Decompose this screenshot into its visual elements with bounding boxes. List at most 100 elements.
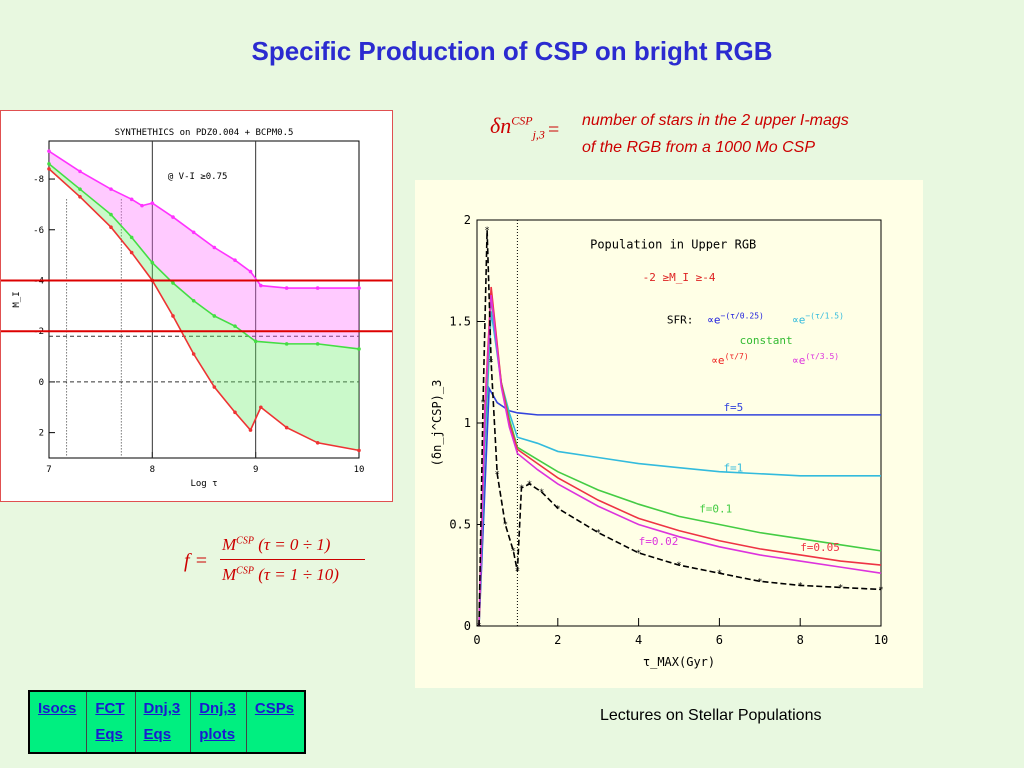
nav-cell-isocs: Isocs	[28, 690, 88, 754]
series-point	[212, 314, 217, 318]
legend-entry: constant	[740, 334, 793, 347]
y-axis-label: M_I	[12, 291, 22, 307]
series-point	[233, 410, 237, 415]
definition-text: number of stars in the 2 upper I-mags of…	[582, 107, 849, 161]
series-point	[284, 286, 289, 290]
series-point	[212, 245, 217, 250]
series-line	[478, 230, 882, 627]
definition: δnCSPj,3 = number of stars in the 2 uppe…	[480, 105, 920, 165]
series-point	[129, 235, 134, 240]
x-tick-label: 10	[354, 465, 365, 475]
synthetic-chart: SYNTHETHICS on PDZ0.004 + BCPM0.5 @ V-I ≥…	[1, 128, 392, 489]
series-point	[357, 286, 361, 290]
series-marker: *	[595, 529, 600, 539]
series-point	[248, 269, 253, 274]
series-point	[259, 405, 263, 410]
definition-symbol: δnCSPj,3	[490, 113, 545, 142]
series-marker: *	[676, 561, 681, 571]
series-point	[191, 298, 196, 303]
series-line	[478, 286, 882, 627]
series-marker: *	[636, 549, 641, 559]
y-tick-label: 0	[464, 619, 471, 633]
y-tick-label: 1.5	[449, 315, 471, 329]
definition-equals: =	[548, 119, 560, 141]
series-marker: *	[717, 569, 722, 579]
series-point	[248, 428, 253, 432]
series-point	[171, 314, 175, 318]
chart-title: Population in Upper RGB	[590, 237, 756, 251]
footer-text: Lectures on Stellar Populations	[600, 707, 822, 724]
series-point	[47, 162, 51, 166]
y-axis-label: (δn_j^CSP)_3	[430, 380, 444, 467]
series-point	[315, 440, 320, 445]
chart-title: SYNTHETHICS on PDZ0.004 + BCPM0.5	[115, 128, 294, 138]
nav-cell-fct-eqs: FCT Eqs	[86, 690, 136, 754]
series-point	[47, 149, 51, 153]
legend-entry: ∝e(τ/3.5)	[792, 352, 839, 367]
nav-link-csps[interactable]: CSPs	[254, 700, 295, 717]
y-tick-label: -8	[33, 175, 44, 185]
nav-row: Isocs FCT Eqs Dnj,3 Eqs Dnj,3 plots CSPs	[28, 690, 306, 754]
y-tick-label: 2	[39, 429, 44, 439]
y-tick-label: 0.5	[449, 518, 471, 532]
series-point	[78, 194, 82, 199]
series-marker: *	[838, 583, 843, 593]
y-tick-label: 1	[464, 416, 471, 430]
x-tick-label: 8	[150, 465, 155, 475]
series-point	[212, 385, 217, 389]
x-axis-label: Log τ	[190, 479, 217, 489]
green-band	[49, 163, 359, 451]
series-label: f=0.02	[639, 535, 679, 548]
series-point	[78, 187, 82, 191]
series-marker: *	[480, 399, 485, 409]
nav-link-isocs[interactable]: Isocs	[38, 700, 77, 717]
series-marker: *	[797, 581, 802, 591]
series-marker: *	[539, 488, 544, 498]
legend-sfr-label: SFR:	[667, 314, 694, 327]
series-point	[150, 201, 155, 205]
series-point	[171, 281, 175, 285]
series-point	[109, 212, 113, 217]
plot-frame	[48, 140, 360, 459]
series-point	[284, 342, 289, 346]
nav-cell-csps: CSPs	[245, 690, 306, 754]
x-tick-label: 0	[473, 633, 480, 647]
series-point	[109, 187, 113, 191]
series-label: f=0.05	[800, 541, 840, 554]
legend-entry: ∝e−(τ/0.25)	[707, 312, 764, 327]
series-marker: *	[476, 622, 481, 632]
formula-lhs: f =	[184, 550, 209, 572]
x-tick-label: 10	[874, 633, 888, 647]
population-chart: 0 2 4 6 8 10 0 0.5 1 1.5 2 τ_MAX(Gyr) (δn_j^CSP)_3 Po…	[430, 213, 888, 669]
series-marker: *	[555, 504, 560, 514]
series-marker: *	[519, 484, 524, 494]
synthetic-chart-panel: SYNTHETHICS on PDZ0.004 + BCPM0.5 @ V-I ≥…	[0, 110, 393, 502]
series-point	[357, 347, 361, 351]
nav-cell-dnj3-eqs: Dnj,3 Eqs	[134, 690, 192, 754]
formula-numerator: MCSP (τ = 0 ÷ 1)	[222, 535, 331, 554]
chart-annotation: @ V-I ≥0.75	[168, 172, 228, 182]
x-axis-label: τ_MAX(Gyr)	[643, 655, 715, 669]
series-point	[150, 260, 155, 265]
series-marker: *	[757, 577, 762, 587]
nav-link-fct-eqs[interactable]: FCT Eqs	[95, 700, 125, 743]
fraction-bar	[220, 559, 365, 560]
x-tick-label: 4	[635, 633, 642, 647]
nav-link-dnj3-eqs[interactable]: Dnj,3 Eqs	[143, 700, 181, 743]
series-marker: *	[878, 585, 883, 595]
legend-entry: ∝e(τ/7)	[711, 352, 748, 367]
nav-link-dnj3-plots[interactable]: Dnj,3 plots	[199, 700, 236, 743]
definition-line-2: of the RGB from a 1000 Mo CSP	[582, 139, 815, 156]
series-point	[140, 203, 144, 208]
nav-table: Isocs FCT Eqs Dnj,3 Eqs Dnj,3 plots CSPs	[28, 690, 307, 754]
series-point	[233, 258, 237, 262]
nav-cell-dnj3-plots: Dnj,3 plots	[190, 690, 247, 754]
x-tick-label: 2	[554, 633, 561, 647]
slide-title: Specific Production of CSP on bright RGB	[251, 36, 773, 66]
series-label: f=1	[723, 462, 743, 475]
series-point	[259, 283, 263, 288]
series-point	[47, 167, 51, 171]
series-point	[191, 352, 196, 356]
x-tick-label: 6	[716, 633, 723, 647]
series-point	[233, 324, 237, 328]
